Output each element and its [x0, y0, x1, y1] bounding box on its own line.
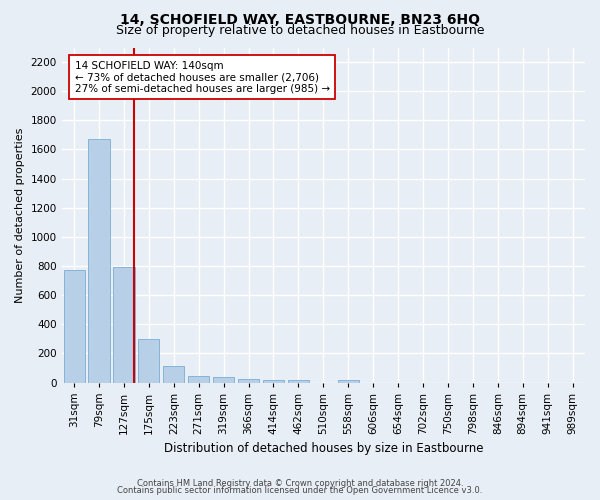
- Bar: [238, 379, 259, 382]
- X-axis label: Distribution of detached houses by size in Eastbourne: Distribution of detached houses by size …: [164, 442, 483, 455]
- Y-axis label: Number of detached properties: Number of detached properties: [15, 128, 25, 302]
- Bar: [188, 376, 209, 382]
- Text: Size of property relative to detached houses in Eastbourne: Size of property relative to detached ho…: [116, 24, 484, 37]
- Bar: [138, 339, 160, 382]
- Bar: [113, 268, 134, 382]
- Bar: [88, 140, 110, 382]
- Bar: [64, 270, 85, 382]
- Bar: [263, 380, 284, 382]
- Bar: [213, 378, 234, 382]
- Bar: [163, 366, 184, 382]
- Bar: [338, 380, 359, 382]
- Text: 14 SCHOFIELD WAY: 140sqm
← 73% of detached houses are smaller (2,706)
27% of sem: 14 SCHOFIELD WAY: 140sqm ← 73% of detach…: [74, 60, 330, 94]
- Text: Contains HM Land Registry data © Crown copyright and database right 2024.: Contains HM Land Registry data © Crown c…: [137, 478, 463, 488]
- Bar: [288, 380, 309, 382]
- Text: 14, SCHOFIELD WAY, EASTBOURNE, BN23 6HQ: 14, SCHOFIELD WAY, EASTBOURNE, BN23 6HQ: [120, 12, 480, 26]
- Text: Contains public sector information licensed under the Open Government Licence v3: Contains public sector information licen…: [118, 486, 482, 495]
